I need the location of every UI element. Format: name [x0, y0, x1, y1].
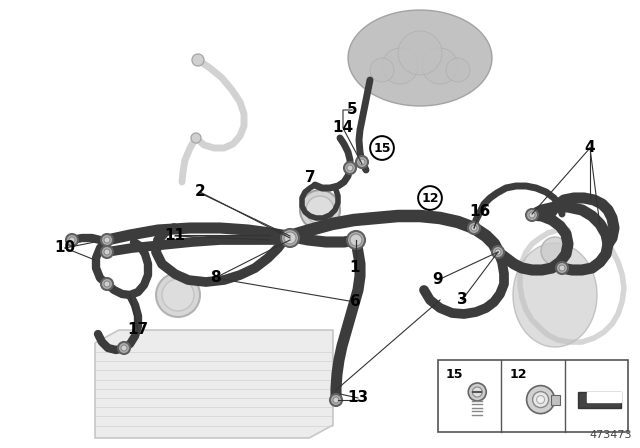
Circle shape — [121, 345, 127, 351]
Circle shape — [333, 397, 339, 403]
Circle shape — [118, 342, 130, 354]
Circle shape — [468, 383, 486, 401]
Circle shape — [306, 196, 334, 224]
Circle shape — [287, 233, 293, 239]
Circle shape — [101, 278, 113, 290]
Bar — [550, 395, 559, 405]
Circle shape — [347, 165, 353, 171]
Polygon shape — [95, 330, 333, 438]
Text: 6: 6 — [349, 294, 360, 310]
Circle shape — [104, 249, 110, 255]
Circle shape — [344, 162, 356, 174]
Text: 3: 3 — [457, 293, 467, 307]
Circle shape — [398, 31, 442, 75]
Circle shape — [356, 156, 368, 168]
Circle shape — [300, 190, 340, 230]
Polygon shape — [587, 392, 621, 401]
Text: 8: 8 — [210, 271, 220, 285]
Ellipse shape — [348, 10, 492, 106]
Circle shape — [382, 48, 418, 84]
Circle shape — [287, 237, 293, 243]
Ellipse shape — [513, 243, 597, 347]
Text: 7: 7 — [305, 171, 316, 185]
Bar — [438, 360, 628, 432]
Circle shape — [471, 225, 477, 231]
Circle shape — [104, 281, 110, 287]
Text: 11: 11 — [164, 228, 186, 242]
Circle shape — [156, 273, 200, 317]
Circle shape — [559, 265, 565, 271]
Circle shape — [532, 392, 548, 408]
Circle shape — [284, 234, 296, 246]
Text: 5: 5 — [347, 103, 357, 117]
Circle shape — [536, 396, 545, 404]
Circle shape — [472, 387, 483, 397]
Circle shape — [529, 212, 535, 218]
Text: 13: 13 — [348, 391, 369, 405]
Circle shape — [284, 232, 296, 244]
Circle shape — [541, 237, 569, 265]
Circle shape — [191, 133, 201, 143]
Circle shape — [527, 386, 555, 414]
Circle shape — [446, 58, 470, 82]
Circle shape — [162, 279, 194, 311]
Circle shape — [330, 394, 342, 406]
Text: 9: 9 — [433, 272, 444, 288]
Circle shape — [350, 234, 362, 246]
Circle shape — [359, 159, 365, 165]
Circle shape — [468, 222, 480, 234]
Text: 473473: 473473 — [589, 430, 632, 440]
Text: 12: 12 — [421, 191, 439, 204]
Circle shape — [492, 246, 504, 258]
Circle shape — [101, 234, 113, 246]
Circle shape — [66, 234, 78, 246]
Circle shape — [192, 54, 204, 66]
Circle shape — [526, 209, 538, 221]
Text: 10: 10 — [54, 241, 76, 255]
Circle shape — [422, 48, 458, 84]
Text: 15: 15 — [373, 142, 391, 155]
Circle shape — [556, 262, 568, 274]
Circle shape — [284, 230, 296, 242]
Circle shape — [370, 58, 394, 82]
Text: 4: 4 — [585, 141, 595, 155]
Circle shape — [69, 237, 75, 243]
Text: 1: 1 — [349, 260, 360, 276]
Text: 2: 2 — [195, 185, 205, 199]
Polygon shape — [578, 392, 621, 408]
Circle shape — [101, 246, 113, 258]
Circle shape — [347, 231, 365, 249]
Text: 16: 16 — [469, 204, 491, 220]
Circle shape — [495, 249, 501, 255]
Circle shape — [281, 229, 299, 247]
Text: 14: 14 — [332, 121, 353, 135]
Text: 17: 17 — [127, 323, 148, 337]
Text: 15: 15 — [446, 367, 463, 380]
Circle shape — [104, 237, 110, 243]
Text: 12: 12 — [509, 367, 527, 380]
